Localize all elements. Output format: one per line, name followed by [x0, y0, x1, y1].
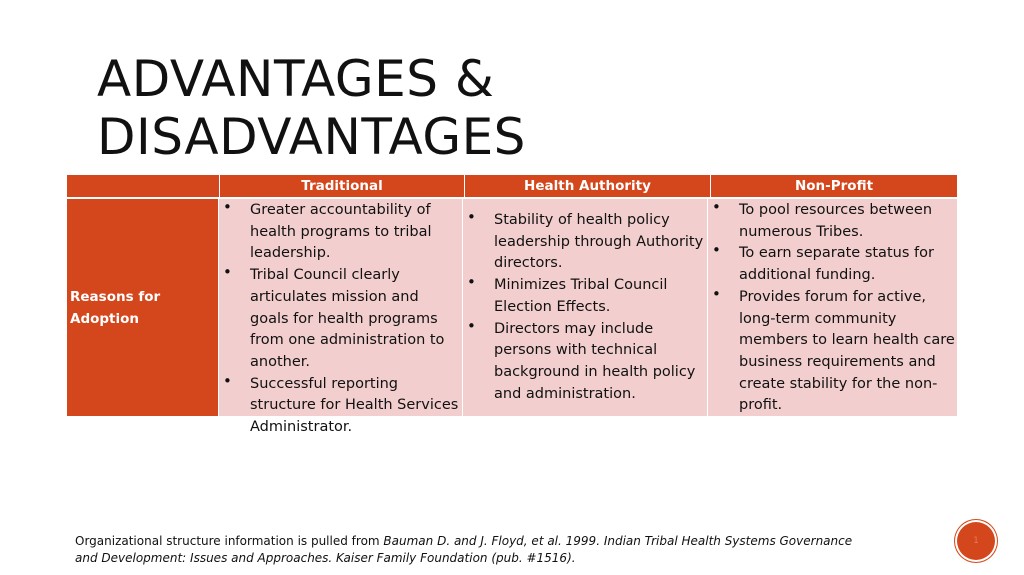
footnote-citation: Bauman D. and J. Floyd, et al. 1999. Ind…: [75, 534, 853, 565]
row-label-reasons: Reasons for Adoption: [67, 199, 219, 416]
header-traditional: Traditional: [220, 175, 465, 197]
list-item: To pool resources between numerous Tribe…: [708, 197, 957, 243]
list-item: Successful reporting structure for Healt…: [219, 371, 462, 439]
non-profit-list: To pool resources between numerous Tribe…: [708, 197, 957, 417]
slide-title-line-2: DISADVANTAGES: [97, 108, 526, 166]
list-item: Provides forum for active, long-term com…: [708, 284, 957, 417]
header-non-profit: Non-Profit: [794, 178, 874, 194]
table-header-row: Traditional Health Authority Non-Profit: [67, 175, 957, 199]
cell-non-profit: To pool resources between numerous Tribe…: [708, 197, 957, 417]
header-empty: [67, 175, 220, 197]
footnote-prefix: Organizational structure information is …: [75, 534, 384, 548]
source-footnote: Organizational structure information is …: [75, 533, 875, 566]
table-row: Reasons for Adoption Greater accountabil…: [67, 197, 957, 435]
header-health-authority: Health Authority: [465, 175, 711, 197]
row-label-text: Reasons for Adoption: [70, 288, 161, 327]
page-number-badge[interactable]: 1: [957, 522, 995, 560]
traditional-list: Greater accountability of health program…: [219, 197, 462, 439]
comparison-table: Traditional Health Authority Non-Profit …: [67, 175, 957, 435]
cell-traditional: Greater accountability of health program…: [219, 197, 463, 435]
list-item: Greater accountability of health program…: [219, 197, 462, 265]
page-number: 1: [973, 536, 979, 546]
list-item: Directors may include persons with techn…: [463, 316, 707, 406]
list-item: Minimizes Tribal Council Election Effect…: [463, 272, 707, 318]
list-item: Tribal Council clearly articulates missi…: [219, 262, 462, 374]
cell-health-authority: Stability of health policy leadership th…: [463, 199, 708, 416]
list-item: Stability of health policy leadership th…: [463, 207, 707, 275]
slide-title-line-1: ADVANTAGES &: [97, 50, 495, 108]
health-authority-list: Stability of health policy leadership th…: [463, 207, 707, 406]
slide-title: ADVANTAGES & DISADVANTAGES: [97, 50, 526, 166]
list-item: To earn separate status for additional f…: [708, 240, 957, 286]
